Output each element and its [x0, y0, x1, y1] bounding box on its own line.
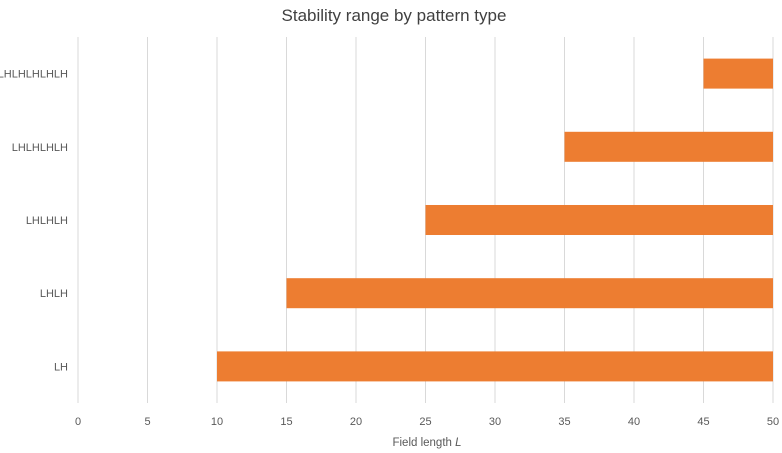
x-tick-label: 50	[767, 416, 779, 428]
bar	[703, 58, 773, 89]
bar	[564, 131, 773, 162]
x-tick-labels: 0 5 10 15 20 25 30 35 40 45 50	[75, 416, 779, 428]
x-axis-label: Field length L	[392, 437, 461, 449]
x-tick-label: 35	[558, 416, 570, 428]
x-tick-label: 30	[489, 416, 501, 428]
y-tick-label: LHLH	[40, 288, 68, 300]
chart-title: Stability range by pattern type	[282, 6, 507, 25]
bar	[217, 351, 773, 382]
x-tick-label: 40	[628, 416, 640, 428]
x-tick-label: 25	[419, 416, 431, 428]
y-tick-label: LH	[54, 361, 68, 373]
x-tick-label: 20	[350, 416, 362, 428]
x-tick-label: 5	[144, 416, 150, 428]
bars	[217, 58, 773, 382]
x-axis-label-variable: L	[455, 437, 461, 449]
x-tick-label: 15	[280, 416, 292, 428]
bar	[286, 278, 773, 309]
y-tick-label: LHLHLH	[26, 215, 68, 227]
x-tick-label: 10	[211, 416, 223, 428]
x-tick-label: 0	[75, 416, 81, 428]
y-tick-label: LHLHLHLH	[12, 142, 68, 154]
x-axis-label-text: Field length	[392, 437, 455, 449]
y-tick-label: LHLHLHLHLH	[0, 69, 68, 81]
bar	[425, 204, 773, 236]
x-tick-label: 45	[697, 416, 709, 428]
